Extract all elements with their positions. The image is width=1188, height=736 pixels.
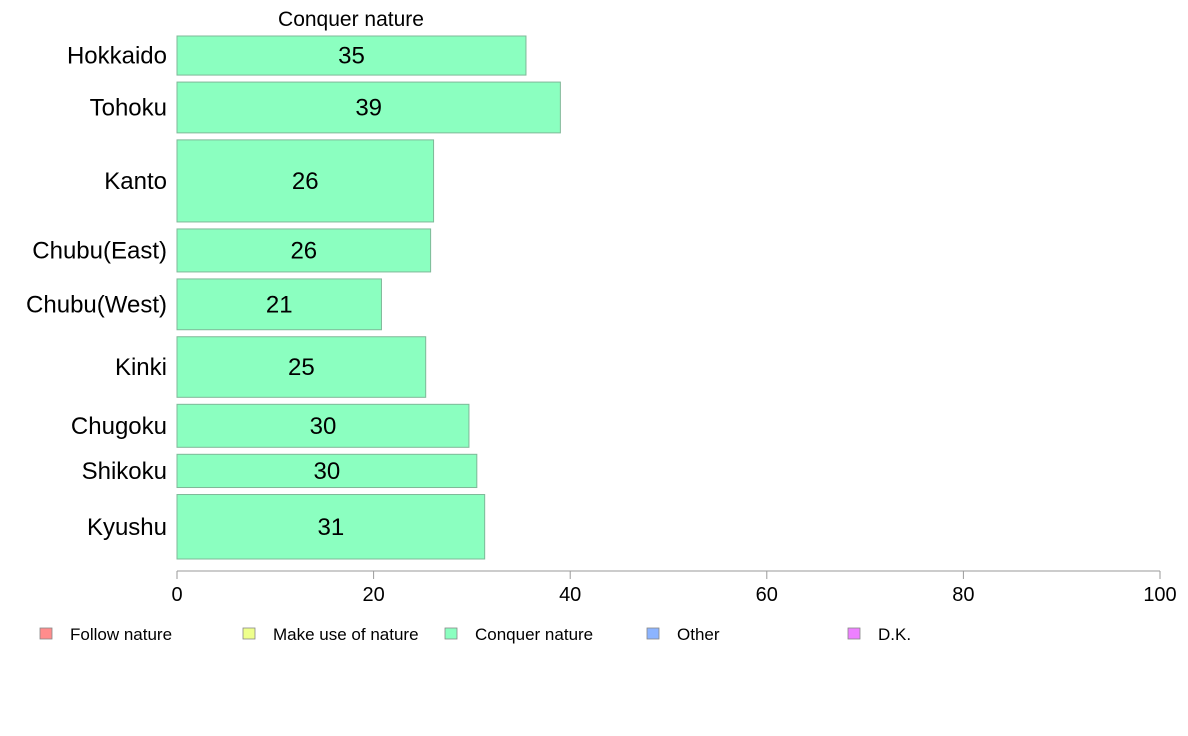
legend-label: Conquer nature [475, 625, 593, 644]
data-label: 39 [355, 94, 382, 121]
category-label: Chubu(East) [32, 237, 167, 264]
data-label: 30 [314, 458, 341, 485]
legend-label: Follow nature [70, 625, 172, 644]
legend-swatch [646, 627, 660, 640]
data-label: 26 [292, 168, 319, 195]
x-tick-label: 20 [362, 584, 384, 606]
data-label: 31 [317, 514, 344, 541]
bar-chubu-east- [176, 228, 432, 273]
x-tick-label: 40 [559, 584, 581, 606]
category-label: Kanto [104, 168, 167, 195]
data-label: 21 [266, 291, 293, 318]
data-label: 35 [338, 43, 365, 70]
category-label: Kyushu [87, 514, 167, 541]
x-tick-label: 80 [952, 584, 974, 606]
legend-swatch [444, 627, 458, 640]
bar-hokkaido [176, 35, 527, 76]
bars-group: Hokkaido 35 Tohoku 39 Kanto 26 Chubu(East) 26 Ch… [26, 35, 561, 560]
bar-tohoku [176, 81, 561, 134]
legend-label: Other [677, 625, 720, 644]
legend-swatch [242, 627, 256, 640]
bar-chubu-west- [176, 278, 382, 331]
legend: Follow nature Make use of nature Conquer n… [39, 625, 911, 644]
legend-swatch [847, 627, 861, 640]
category-label: Kinki [115, 354, 167, 381]
category-label: Shikoku [82, 458, 167, 485]
legend-swatch [39, 627, 53, 640]
category-label: Tohoku [90, 94, 167, 121]
x-tick-label: 100 [1143, 584, 1176, 606]
bar-shikoku [176, 453, 478, 489]
data-label: 25 [288, 354, 315, 381]
bar-kyushu [176, 494, 486, 560]
bar-chugoku [176, 403, 470, 448]
legend-label: Make use of nature [273, 625, 419, 644]
x-axis: 0 20 40 60 80 100 [171, 570, 1177, 606]
category-label: Chugoku [71, 413, 167, 440]
x-tick-label: 0 [171, 584, 182, 606]
x-tick-label: 60 [756, 584, 778, 606]
data-label: 30 [310, 413, 337, 440]
bar-kanto [176, 139, 435, 223]
chart-title: Conquer nature [278, 8, 424, 31]
category-label: Chubu(West) [26, 291, 167, 318]
bar-kinki [176, 336, 427, 398]
legend-label: D.K. [878, 625, 911, 644]
data-label: 26 [290, 237, 317, 264]
category-label: Hokkaido [67, 43, 167, 70]
